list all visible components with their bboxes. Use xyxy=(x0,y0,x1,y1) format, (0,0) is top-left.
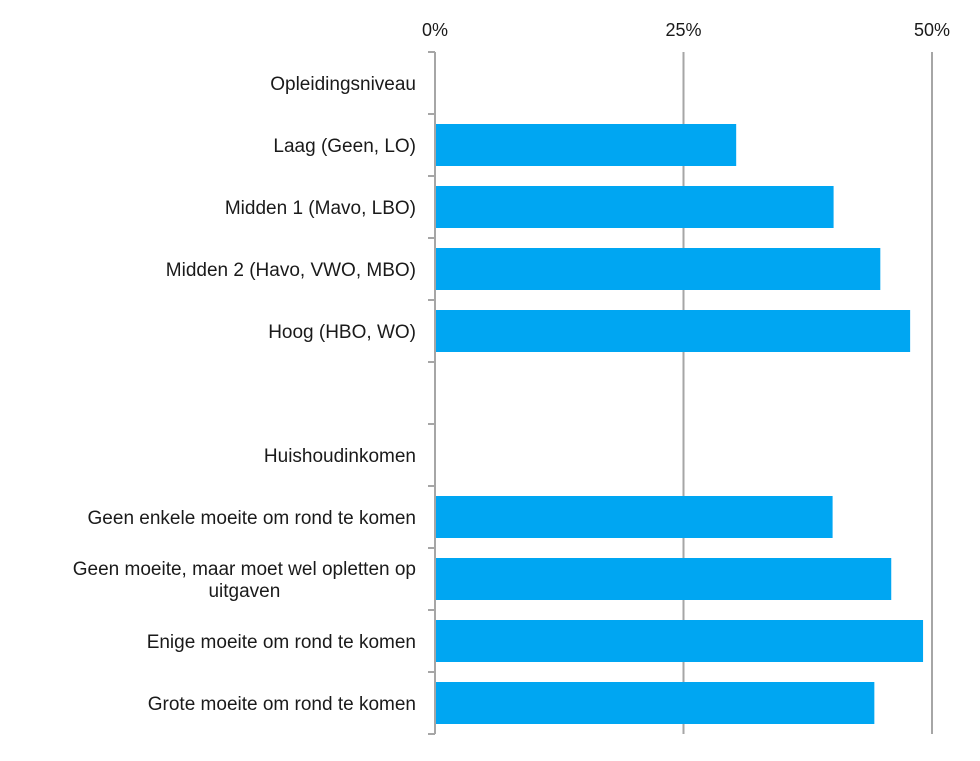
category-label-7: Huishoudinkomen xyxy=(264,446,416,467)
bar-8 xyxy=(435,496,833,538)
category-label-8: Geen enkele moeite om rond te komen xyxy=(88,508,416,529)
x-tick-label-50: 50% xyxy=(914,20,950,40)
bar-10 xyxy=(435,620,924,662)
bar-2 xyxy=(435,124,737,166)
bar-3 xyxy=(435,186,834,228)
value-axis-labels: 0% 25% 50% xyxy=(422,20,950,40)
x-tick-label-0: 0% xyxy=(422,20,448,40)
bar-5 xyxy=(435,310,911,352)
bar-9 xyxy=(435,558,892,600)
bars xyxy=(435,124,924,724)
category-axis xyxy=(428,51,436,735)
category-label-3: Midden 1 (Mavo, LBO) xyxy=(225,198,416,219)
category-labels: Opleidingsniveau Laag (Geen, LO) Midden 1 … xyxy=(73,74,416,715)
category-label-2: Laag (Geen, LO) xyxy=(273,136,416,157)
category-label-4: Midden 2 (Havo, VWO, MBO) xyxy=(166,260,416,281)
category-label-11: Grote moeite om rond te komen xyxy=(148,694,416,715)
category-label-1: Opleidingsniveau xyxy=(270,74,416,95)
bar-4 xyxy=(435,248,881,290)
category-label-9: Geen moeite, maar moet wel opletten op ui… xyxy=(73,559,416,602)
category-label-10: Enige moeite om rond te komen xyxy=(147,632,416,653)
bar-11 xyxy=(435,682,875,724)
category-label-5: Hoog (HBO, WO) xyxy=(268,322,416,343)
x-tick-label-25: 25% xyxy=(665,20,701,40)
